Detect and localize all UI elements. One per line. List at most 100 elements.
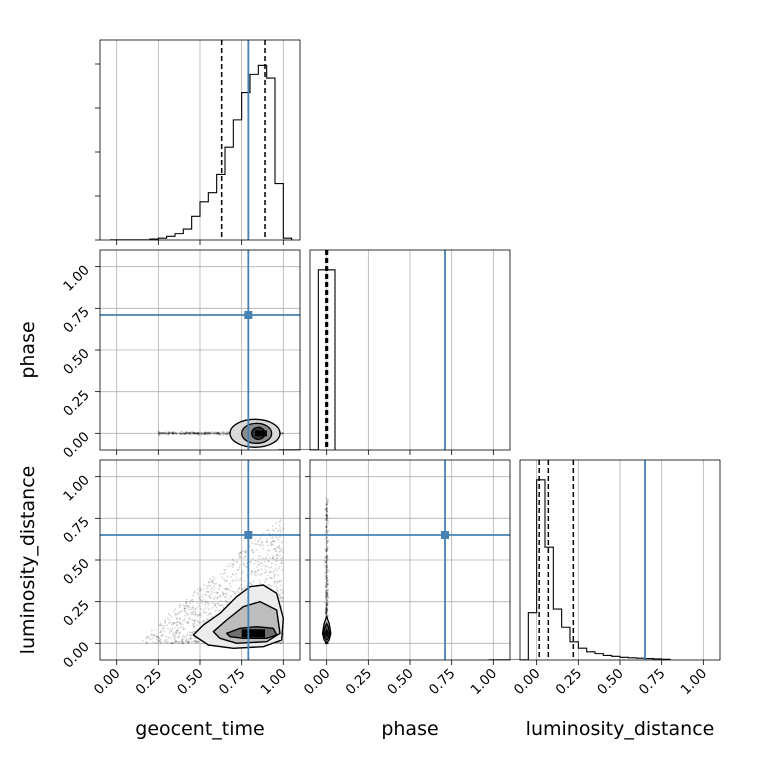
scatter-point <box>325 566 328 569</box>
scatter-point <box>172 432 175 435</box>
scatter-point <box>235 560 238 563</box>
scatter-point <box>250 583 253 586</box>
scatter-point <box>218 432 220 435</box>
scatter-point <box>192 610 195 613</box>
scatter-point <box>219 573 222 576</box>
scatter-point <box>238 586 241 589</box>
scatter-point <box>202 588 205 591</box>
scatter-point <box>192 611 195 613</box>
scatter-point <box>160 629 163 632</box>
scatter-point <box>281 432 284 435</box>
scatter-point <box>250 573 253 576</box>
scatter-point <box>268 571 271 574</box>
scatter-point <box>251 557 254 560</box>
scatter-point <box>194 640 197 642</box>
scatter-point <box>326 609 328 611</box>
scatter-point <box>214 604 217 606</box>
scatter-point <box>176 629 179 632</box>
scatter-point <box>168 622 170 625</box>
scatter-point <box>184 432 187 435</box>
scatter-point <box>273 580 276 583</box>
scatter-point <box>276 546 278 549</box>
scatter-point <box>188 606 191 609</box>
scatter-point <box>265 565 268 568</box>
scatter-point <box>189 611 192 614</box>
scatter-point <box>269 571 272 574</box>
scatter-point <box>195 641 198 644</box>
scatter-point <box>206 433 209 436</box>
scatter-point <box>214 577 217 580</box>
scatter-point <box>198 621 201 624</box>
scatter-point <box>197 432 200 435</box>
scatter-point <box>189 634 192 637</box>
truth-marker <box>244 531 253 539</box>
scatter-point <box>175 433 178 436</box>
scatter-point <box>179 431 182 434</box>
scatter-point <box>193 432 196 435</box>
scatter-point <box>161 432 164 434</box>
scatter-point <box>171 621 173 624</box>
scatter-point <box>173 622 176 624</box>
scatter-point <box>150 632 153 635</box>
scatter-point <box>189 432 192 435</box>
scatter-point <box>170 630 173 633</box>
scatter-point <box>225 431 228 433</box>
scatter-point <box>214 433 217 435</box>
scatter-point <box>326 608 329 610</box>
scatter-point <box>172 430 175 433</box>
scatter-point <box>180 433 183 435</box>
scatter-point <box>192 637 195 640</box>
scatter-point <box>326 556 329 559</box>
scatter-point <box>216 432 219 435</box>
scatter-point <box>325 525 328 528</box>
scatter-point <box>159 431 162 434</box>
scatter-point <box>204 431 207 434</box>
scatter-point <box>326 605 329 608</box>
scatter-point <box>239 552 242 555</box>
scatter-point <box>326 576 328 579</box>
x-tick-label: 0.75 <box>216 666 249 699</box>
scatter-point <box>174 432 177 435</box>
scatter-point <box>254 570 257 573</box>
scatter-point <box>198 432 201 435</box>
scatter-point <box>161 624 164 627</box>
scatter-point <box>326 503 328 506</box>
scatter-point <box>326 566 329 569</box>
truth-marker <box>244 311 253 319</box>
scatter-point <box>262 547 264 550</box>
scatter-point <box>217 433 220 436</box>
scatter-point <box>277 545 279 548</box>
scatter-point <box>186 432 189 434</box>
scatter-point <box>243 564 246 567</box>
scatter-point <box>145 636 148 639</box>
scatter-point <box>325 550 328 553</box>
scatter-point <box>259 537 262 539</box>
scatter-point <box>184 432 187 435</box>
scatter-point <box>326 570 328 573</box>
scatter-point <box>267 583 270 586</box>
scatter-point <box>160 432 163 435</box>
scatter-point <box>185 637 187 640</box>
scatter-point <box>179 433 182 436</box>
scatter-point <box>279 554 281 557</box>
scatter-point <box>325 565 328 568</box>
scatter-point <box>202 620 205 622</box>
scatter-point <box>158 637 160 639</box>
scatter-point <box>326 500 328 503</box>
scatter-point <box>281 641 284 644</box>
scatter-point <box>273 540 276 543</box>
scatter-point <box>163 639 166 642</box>
scatter-point <box>163 630 165 633</box>
scatter-point <box>218 604 221 607</box>
scatter-point <box>210 596 212 599</box>
scatter-point <box>194 432 197 435</box>
scatter-point <box>279 531 282 534</box>
scatter-point <box>325 530 328 532</box>
scatter-point <box>255 549 258 551</box>
scatter-point <box>225 588 228 591</box>
scatter-point <box>326 594 328 597</box>
scatter-point <box>327 596 329 599</box>
scatter-point <box>151 629 153 632</box>
scatter-point <box>162 432 165 435</box>
scatter-point <box>326 568 329 571</box>
